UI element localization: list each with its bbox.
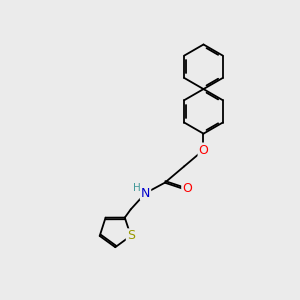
Text: H: H (133, 183, 141, 193)
Text: O: O (199, 143, 208, 157)
Text: O: O (182, 182, 192, 195)
Text: S: S (127, 230, 135, 242)
Text: N: N (141, 187, 150, 200)
